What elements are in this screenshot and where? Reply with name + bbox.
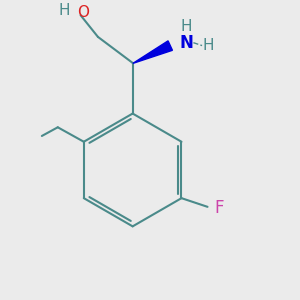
Text: N: N (179, 34, 193, 52)
Text: F: F (215, 199, 224, 217)
Text: H: H (180, 19, 192, 34)
Text: O: O (77, 5, 89, 20)
Text: H: H (59, 3, 70, 18)
Polygon shape (133, 41, 172, 63)
Text: H: H (202, 38, 214, 53)
